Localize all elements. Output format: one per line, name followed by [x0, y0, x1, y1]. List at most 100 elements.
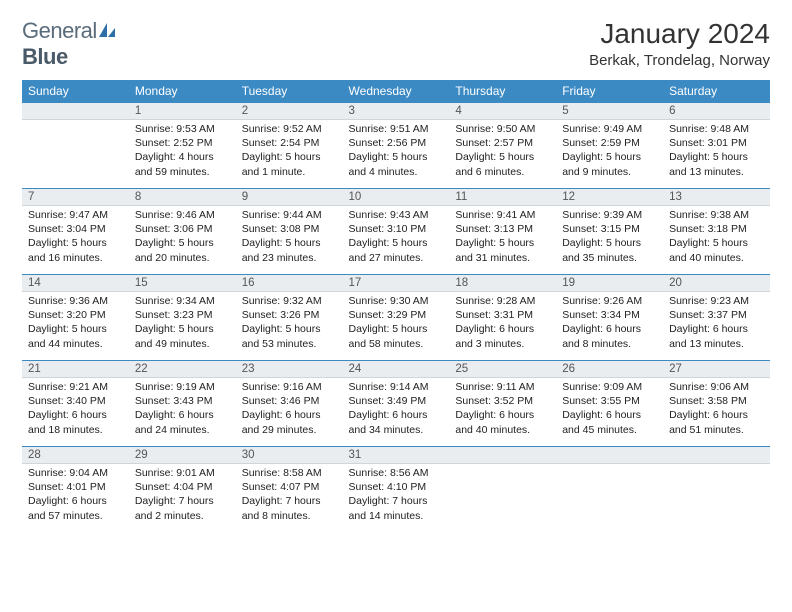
day-line: Sunset: 3:58 PM [669, 394, 764, 408]
weekday-header: Monday [129, 80, 236, 102]
logo-word1: General [22, 18, 97, 43]
day-details: Sunrise: 9:52 AMSunset: 2:54 PMDaylight:… [236, 120, 343, 183]
day-line: Sunset: 3:49 PM [349, 394, 444, 408]
calendar-cell: 2Sunrise: 9:52 AMSunset: 2:54 PMDaylight… [236, 102, 343, 188]
day-line: Sunset: 3:08 PM [242, 222, 337, 236]
day-line: Sunrise: 9:50 AM [455, 122, 550, 136]
day-line: Sunrise: 9:53 AM [135, 122, 230, 136]
day-details [663, 464, 770, 470]
day-number: 17 [343, 274, 450, 292]
calendar-week: 14Sunrise: 9:36 AMSunset: 3:20 PMDayligh… [22, 274, 770, 360]
day-details: Sunrise: 9:47 AMSunset: 3:04 PMDaylight:… [22, 206, 129, 269]
calendar-cell: 21Sunrise: 9:21 AMSunset: 3:40 PMDayligh… [22, 360, 129, 446]
day-number: 21 [22, 360, 129, 378]
day-line: Sunset: 2:59 PM [562, 136, 657, 150]
day-details: Sunrise: 9:26 AMSunset: 3:34 PMDaylight:… [556, 292, 663, 355]
day-details: Sunrise: 9:34 AMSunset: 3:23 PMDaylight:… [129, 292, 236, 355]
day-line: Sunrise: 8:58 AM [242, 466, 337, 480]
day-details [449, 464, 556, 470]
day-line: Daylight: 4 hours and 59 minutes. [135, 150, 230, 178]
day-details: Sunrise: 9:01 AMSunset: 4:04 PMDaylight:… [129, 464, 236, 527]
day-number: 22 [129, 360, 236, 378]
day-line: Daylight: 6 hours and 45 minutes. [562, 408, 657, 436]
day-number: 13 [663, 188, 770, 206]
day-number: 27 [663, 360, 770, 378]
weekday-header: Wednesday [343, 80, 450, 102]
calendar-head: SundayMondayTuesdayWednesdayThursdayFrid… [22, 80, 770, 102]
calendar-cell: 13Sunrise: 9:38 AMSunset: 3:18 PMDayligh… [663, 188, 770, 274]
day-details: Sunrise: 9:06 AMSunset: 3:58 PMDaylight:… [663, 378, 770, 441]
day-number: 2 [236, 102, 343, 120]
day-line: Daylight: 6 hours and 13 minutes. [669, 322, 764, 350]
calendar-cell: 25Sunrise: 9:11 AMSunset: 3:52 PMDayligh… [449, 360, 556, 446]
day-line: Sunrise: 9:41 AM [455, 208, 550, 222]
day-line: Daylight: 5 hours and 27 minutes. [349, 236, 444, 264]
day-line: Sunrise: 9:48 AM [669, 122, 764, 136]
calendar-cell [556, 446, 663, 532]
day-details: Sunrise: 9:21 AMSunset: 3:40 PMDaylight:… [22, 378, 129, 441]
day-line: Daylight: 6 hours and 57 minutes. [28, 494, 123, 522]
day-number [663, 446, 770, 464]
calendar-cell: 10Sunrise: 9:43 AMSunset: 3:10 PMDayligh… [343, 188, 450, 274]
day-line: Sunrise: 9:43 AM [349, 208, 444, 222]
calendar-cell: 12Sunrise: 9:39 AMSunset: 3:15 PMDayligh… [556, 188, 663, 274]
logo-sail-icon [98, 22, 116, 38]
calendar-cell: 18Sunrise: 9:28 AMSunset: 3:31 PMDayligh… [449, 274, 556, 360]
calendar-cell: 26Sunrise: 9:09 AMSunset: 3:55 PMDayligh… [556, 360, 663, 446]
day-number: 26 [556, 360, 663, 378]
calendar-body: 1Sunrise: 9:53 AMSunset: 2:52 PMDaylight… [22, 102, 770, 532]
day-line: Daylight: 5 hours and 58 minutes. [349, 322, 444, 350]
day-details: Sunrise: 9:41 AMSunset: 3:13 PMDaylight:… [449, 206, 556, 269]
day-number: 10 [343, 188, 450, 206]
day-line: Daylight: 5 hours and 53 minutes. [242, 322, 337, 350]
day-details: Sunrise: 8:58 AMSunset: 4:07 PMDaylight:… [236, 464, 343, 527]
day-details: Sunrise: 9:09 AMSunset: 3:55 PMDaylight:… [556, 378, 663, 441]
day-line: Sunrise: 9:47 AM [28, 208, 123, 222]
logo: General Blue [22, 18, 116, 70]
day-line: Sunset: 4:04 PM [135, 480, 230, 494]
day-number: 15 [129, 274, 236, 292]
day-line: Sunrise: 9:14 AM [349, 380, 444, 394]
day-number: 8 [129, 188, 236, 206]
day-line: Sunrise: 9:26 AM [562, 294, 657, 308]
day-number: 4 [449, 102, 556, 120]
day-line: Daylight: 5 hours and 40 minutes. [669, 236, 764, 264]
day-line: Sunrise: 9:06 AM [669, 380, 764, 394]
calendar-cell: 20Sunrise: 9:23 AMSunset: 3:37 PMDayligh… [663, 274, 770, 360]
day-number: 24 [343, 360, 450, 378]
weekday-header: Thursday [449, 80, 556, 102]
calendar-cell: 22Sunrise: 9:19 AMSunset: 3:43 PMDayligh… [129, 360, 236, 446]
day-line: Daylight: 6 hours and 29 minutes. [242, 408, 337, 436]
day-line: Sunrise: 9:09 AM [562, 380, 657, 394]
day-line: Daylight: 5 hours and 9 minutes. [562, 150, 657, 178]
day-details: Sunrise: 9:38 AMSunset: 3:18 PMDaylight:… [663, 206, 770, 269]
calendar-cell: 16Sunrise: 9:32 AMSunset: 3:26 PMDayligh… [236, 274, 343, 360]
day-line: Sunset: 3:31 PM [455, 308, 550, 322]
title-block: January 2024 Berkak, Trondelag, Norway [589, 18, 770, 69]
day-line: Daylight: 6 hours and 40 minutes. [455, 408, 550, 436]
day-line: Sunset: 3:01 PM [669, 136, 764, 150]
calendar-cell [663, 446, 770, 532]
day-line: Daylight: 5 hours and 23 minutes. [242, 236, 337, 264]
day-line: Sunset: 2:54 PM [242, 136, 337, 150]
calendar-cell: 15Sunrise: 9:34 AMSunset: 3:23 PMDayligh… [129, 274, 236, 360]
day-line: Sunrise: 9:32 AM [242, 294, 337, 308]
calendar-cell: 6Sunrise: 9:48 AMSunset: 3:01 PMDaylight… [663, 102, 770, 188]
day-details: Sunrise: 9:04 AMSunset: 4:01 PMDaylight:… [22, 464, 129, 527]
calendar-cell: 8Sunrise: 9:46 AMSunset: 3:06 PMDaylight… [129, 188, 236, 274]
day-number: 30 [236, 446, 343, 464]
day-details: Sunrise: 9:51 AMSunset: 2:56 PMDaylight:… [343, 120, 450, 183]
calendar-cell: 30Sunrise: 8:58 AMSunset: 4:07 PMDayligh… [236, 446, 343, 532]
day-number: 11 [449, 188, 556, 206]
day-line: Sunset: 2:56 PM [349, 136, 444, 150]
day-line: Sunset: 3:40 PM [28, 394, 123, 408]
day-line: Daylight: 7 hours and 2 minutes. [135, 494, 230, 522]
day-line: Sunset: 2:52 PM [135, 136, 230, 150]
day-line: Sunrise: 9:11 AM [455, 380, 550, 394]
day-details: Sunrise: 9:49 AMSunset: 2:59 PMDaylight:… [556, 120, 663, 183]
day-line: Sunset: 3:13 PM [455, 222, 550, 236]
day-number: 31 [343, 446, 450, 464]
day-details: Sunrise: 8:56 AMSunset: 4:10 PMDaylight:… [343, 464, 450, 527]
day-line: Sunrise: 9:49 AM [562, 122, 657, 136]
day-line: Daylight: 5 hours and 20 minutes. [135, 236, 230, 264]
